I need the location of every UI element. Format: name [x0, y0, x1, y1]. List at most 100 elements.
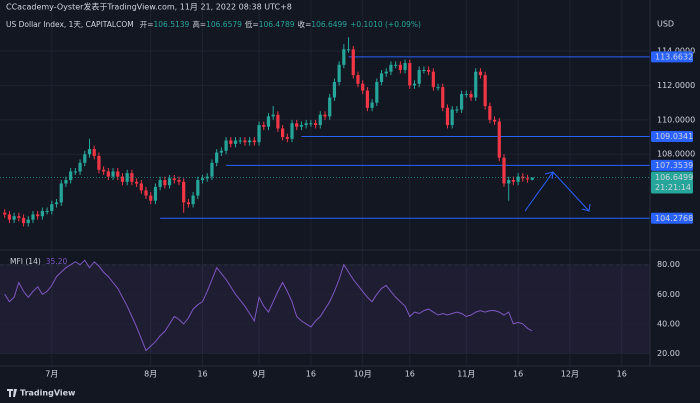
candle-body: [134, 181, 139, 184]
candle-body: [464, 94, 468, 96]
candle-body: [149, 195, 153, 201]
candle-body: [483, 75, 487, 107]
indicator-name: MFI (14): [10, 257, 41, 266]
candle-body: [445, 107, 450, 126]
candle-body: [3, 212, 7, 215]
candle-body: [384, 71, 388, 74]
candle-body: [488, 106, 492, 120]
candle-body: [97, 155, 101, 170]
x-tick-label: 16: [617, 370, 627, 379]
legend-line: US Dollar Index, 1天, CAPITALCOM 开=106.513…: [6, 19, 421, 29]
ohlc-value: 106.5139: [154, 20, 190, 29]
ohlc-label: 开=: [140, 20, 154, 29]
candle-body: [370, 102, 374, 108]
candle-body: [177, 180, 181, 182]
candle-body: [365, 90, 369, 108]
candle-body: [83, 154, 87, 163]
candle-body: [474, 71, 478, 98]
candle-body: [224, 140, 228, 151]
candle-body: [328, 97, 332, 117]
currency: USD: [657, 20, 674, 29]
indicator-value: 35.20: [46, 257, 68, 266]
candle-body: [215, 152, 219, 163]
candle-body: [248, 140, 252, 143]
y-tick-label: 108.0000: [657, 150, 695, 159]
ohlc-value: 106.4789: [259, 20, 295, 29]
arrow-head: [581, 203, 591, 212]
candle-body: [45, 211, 49, 213]
candle-body: [21, 217, 26, 224]
brand: TradingView: [20, 389, 76, 398]
candle-body: [295, 123, 299, 127]
candle-body: [525, 178, 530, 180]
candle-body: [233, 140, 238, 144]
candle-body: [436, 87, 440, 89]
candle-body: [40, 211, 44, 217]
candle-body: [427, 69, 431, 72]
candle-body: [507, 180, 511, 184]
change: +0.1010 (+0.09%): [350, 20, 421, 29]
candle-body: [59, 183, 63, 203]
x-tick-label: 8月: [144, 370, 157, 379]
candle-body: [26, 219, 30, 224]
candle-body: [120, 176, 125, 182]
price-line-label: 113.6632: [655, 52, 693, 61]
x-tick-label: 9月: [253, 370, 266, 379]
candle-body: [375, 81, 379, 103]
candle-body: [50, 204, 54, 212]
symbol: US Dollar Index, 1天, CAPITALCOM: [6, 20, 134, 29]
price-line-label: 109.0341: [655, 132, 693, 141]
candle-body: [196, 180, 200, 196]
candle-body: [182, 181, 186, 203]
candle-body: [139, 183, 143, 191]
candle-body: [290, 123, 294, 139]
x-tick-label: 16: [197, 370, 207, 379]
y-tick-label: 40.00: [657, 319, 680, 328]
candle-body: [299, 125, 304, 127]
candle-body: [200, 178, 205, 181]
ohlc-label: 低=: [245, 19, 259, 29]
last-price-label: 106.6499: [655, 173, 693, 182]
candle-body: [469, 94, 473, 98]
candle-body: [417, 69, 421, 84]
candle-body: [229, 140, 233, 144]
candle-body: [219, 150, 223, 153]
candle-body: [351, 49, 355, 76]
price-line-tag: [651, 159, 693, 171]
x-tick-label: 7月: [45, 370, 58, 379]
price-line-label: 107.3539: [655, 161, 693, 170]
candle-body: [478, 71, 483, 76]
candle-body: [69, 171, 73, 181]
candle-body: [36, 214, 40, 217]
candle-body: [243, 140, 247, 143]
price-line-tag: [651, 212, 693, 224]
candle-body: [346, 49, 351, 51]
candle-body: [394, 64, 398, 66]
x-tick-label: 10月: [354, 370, 372, 379]
candle-body: [102, 169, 106, 172]
x-tick-label: 16: [306, 370, 316, 379]
y-tick-label: 114.0000: [657, 47, 695, 56]
candle-body: [172, 178, 176, 181]
candle-body: [92, 149, 96, 156]
price-line-tag: [651, 51, 693, 63]
x-tick-label: 11月: [457, 370, 475, 379]
candle-body: [450, 109, 454, 126]
candle-body: [389, 64, 393, 72]
candle-body: [403, 63, 407, 70]
candle-body: [144, 190, 148, 196]
candle-body: [186, 202, 191, 205]
candle-body: [210, 162, 214, 177]
arrow-head: [544, 171, 554, 180]
grid-layer: [0, 0, 650, 366]
candle-body: [455, 109, 459, 111]
candle-body: [431, 71, 435, 88]
last-price-tag: [651, 171, 693, 194]
x-tick-label: 12月: [561, 370, 579, 379]
y-tick-label: 112.0000: [657, 81, 695, 90]
ohlc-label: 高=: [192, 19, 206, 29]
candle-body: [502, 157, 506, 184]
candle-body: [323, 114, 327, 117]
candle-body: [337, 64, 341, 82]
